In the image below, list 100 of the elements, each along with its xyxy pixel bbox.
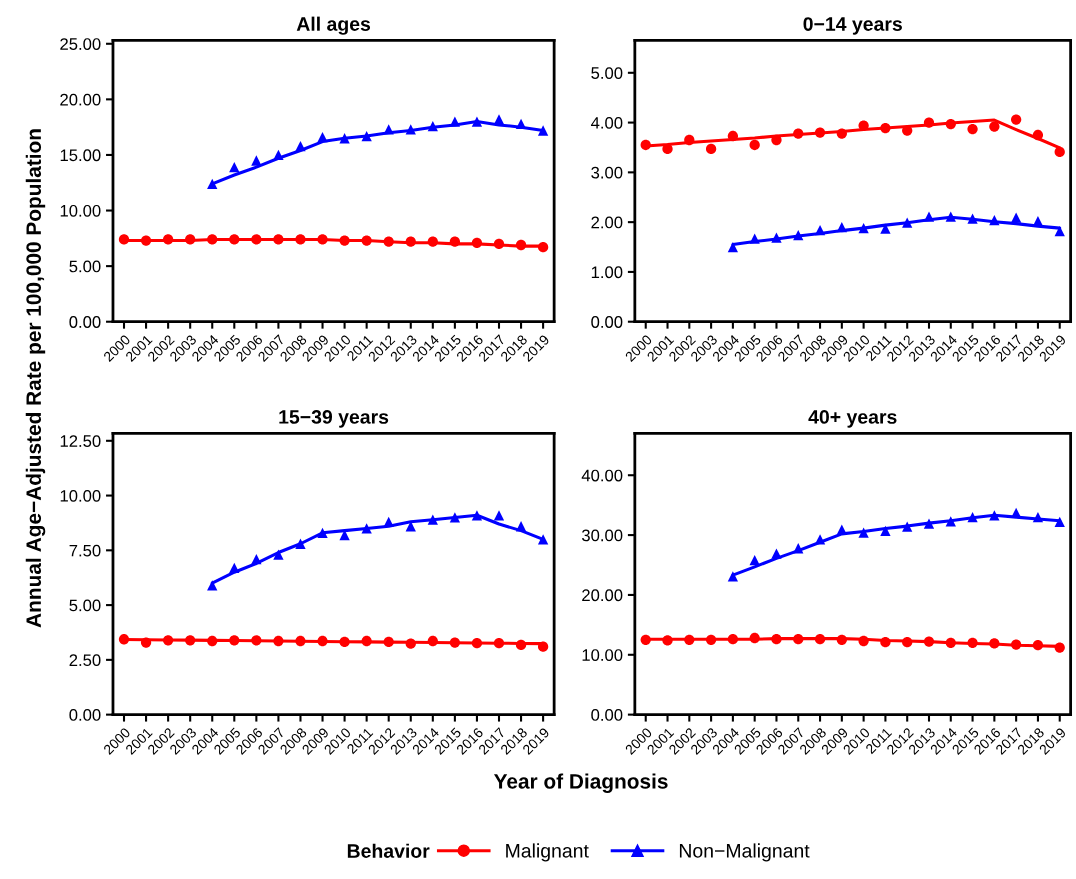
point xyxy=(427,236,438,247)
y-tick-label: 0.00 xyxy=(69,709,101,721)
point xyxy=(427,635,438,647)
point xyxy=(361,235,372,246)
point xyxy=(471,116,483,127)
point xyxy=(207,580,218,591)
point xyxy=(207,234,218,245)
point xyxy=(361,130,372,142)
y-tick-label: 5.00 xyxy=(69,599,101,612)
point xyxy=(361,635,372,647)
point xyxy=(251,635,262,646)
y-tick-label: 10.00 xyxy=(60,489,101,502)
point xyxy=(836,524,847,535)
point xyxy=(640,139,651,151)
y-tick-label: 20.00 xyxy=(582,589,623,602)
y-tick-label: 7.50 xyxy=(69,544,101,557)
point xyxy=(858,635,869,647)
point xyxy=(317,635,328,647)
point xyxy=(858,527,869,538)
point xyxy=(405,124,416,135)
point xyxy=(229,234,240,245)
point xyxy=(317,234,328,245)
point xyxy=(814,127,826,138)
point xyxy=(967,511,978,523)
point xyxy=(383,124,394,135)
point xyxy=(185,234,196,245)
point xyxy=(295,538,306,549)
y-tick-label: 15.00 xyxy=(60,149,101,162)
point xyxy=(705,634,717,645)
x-axis-title: Year of Diagnosis xyxy=(493,773,668,793)
point xyxy=(989,121,1000,132)
point xyxy=(1054,516,1065,528)
point xyxy=(207,178,218,189)
point xyxy=(449,637,461,648)
y-tick-label: 0.00 xyxy=(69,316,101,328)
point xyxy=(902,217,913,228)
point xyxy=(989,510,1000,521)
chart-title: 0−14 years xyxy=(803,17,902,35)
point xyxy=(295,635,306,647)
point xyxy=(880,122,891,134)
point xyxy=(814,224,826,236)
point xyxy=(705,143,717,155)
point xyxy=(537,242,549,253)
legend-label: Non−Malignant xyxy=(679,843,810,862)
point xyxy=(771,134,782,146)
point xyxy=(967,637,978,648)
point xyxy=(427,514,438,525)
point xyxy=(989,215,1000,226)
point xyxy=(814,634,826,645)
point xyxy=(923,518,935,529)
point xyxy=(140,235,152,246)
point xyxy=(945,637,956,648)
point xyxy=(1032,640,1044,651)
point xyxy=(923,211,935,222)
point xyxy=(662,143,673,155)
point xyxy=(273,549,284,560)
point xyxy=(229,635,240,646)
point xyxy=(945,211,956,222)
point xyxy=(493,510,505,521)
point xyxy=(749,632,760,644)
y-tick-label: 10.00 xyxy=(60,204,101,217)
y-tick-label: 4.00 xyxy=(590,116,623,129)
chart-title: 15−39 years xyxy=(279,410,389,428)
point xyxy=(251,155,262,166)
y-tick-label: 40.00 xyxy=(581,469,623,482)
point xyxy=(515,639,527,651)
point xyxy=(515,239,527,251)
point xyxy=(836,634,847,645)
point xyxy=(880,525,891,537)
point xyxy=(662,635,673,646)
point xyxy=(493,238,505,250)
point xyxy=(684,134,695,146)
point xyxy=(537,125,549,136)
legend-label: Malignant xyxy=(506,843,589,862)
point xyxy=(140,637,152,648)
point xyxy=(471,237,483,248)
point xyxy=(361,523,372,534)
point xyxy=(537,641,549,652)
point xyxy=(295,234,306,245)
point xyxy=(749,233,760,244)
point xyxy=(339,133,350,144)
point xyxy=(880,637,891,648)
point xyxy=(339,235,350,246)
point xyxy=(339,636,350,648)
point xyxy=(923,117,935,128)
point xyxy=(493,638,505,649)
point xyxy=(771,232,782,243)
point xyxy=(1011,212,1022,223)
y-tick-label: 2.00 xyxy=(591,216,623,229)
point xyxy=(967,123,978,135)
point xyxy=(537,534,549,545)
y-tick-label: 20.00 xyxy=(60,93,101,106)
point xyxy=(989,638,1000,649)
point xyxy=(727,241,739,253)
point xyxy=(383,636,394,648)
point xyxy=(162,635,174,646)
point xyxy=(727,130,739,142)
point xyxy=(405,638,416,649)
y-tick-label: 0.00 xyxy=(591,709,623,721)
point xyxy=(727,571,739,582)
